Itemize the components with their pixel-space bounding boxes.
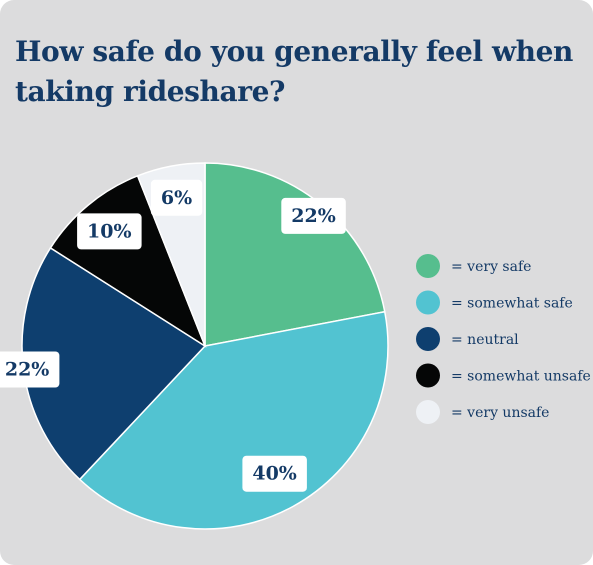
legend-swatch-neutral <box>416 327 440 351</box>
legend-item-very-unsafe: = very unsafe <box>416 400 549 424</box>
pie-slice-somewhat-safe <box>78 310 389 530</box>
legend-swatch-somewhat-unsafe <box>416 363 440 388</box>
pct-label-neutral: 22% <box>0 351 60 388</box>
pct-label-text-somewhat-unsafe: 10% <box>87 220 132 242</box>
pct-label-text-very-unsafe: 6% <box>161 187 192 209</box>
legend-label-very-unsafe: = very unsafe <box>451 405 549 421</box>
pct-label-somewhat-safe: 40% <box>242 455 307 492</box>
legend-item-somewhat-unsafe: = somewhat unsafe <box>416 363 591 388</box>
pct-label-very-unsafe: 6% <box>150 179 203 216</box>
pct-label-very-safe: 22% <box>281 197 346 234</box>
pct-label-box-very-safe <box>281 197 346 234</box>
legend-item-neutral: = neutral <box>416 327 519 351</box>
pct-label-somewhat-unsafe: 10% <box>77 213 142 250</box>
legend-swatch-very-unsafe <box>416 400 440 424</box>
legend-label-very-safe: = very safe <box>451 259 531 275</box>
pct-label-box-very-unsafe <box>150 179 203 216</box>
legend-label-neutral: = neutral <box>451 332 519 348</box>
pct-label-box-neutral <box>0 351 60 388</box>
legend-item-somewhat-safe: = somewhat safe <box>416 290 573 315</box>
pct-label-box-somewhat-safe <box>242 455 307 492</box>
pct-label-text-somewhat-safe: 40% <box>252 463 297 485</box>
legend-label-somewhat-unsafe: = somewhat unsafe <box>451 369 591 385</box>
pct-label-box-somewhat-unsafe <box>77 213 142 250</box>
legend-label-somewhat-safe: = somewhat safe <box>451 296 573 312</box>
legend-item-very-safe: = very safe <box>416 254 531 278</box>
legend-swatch-very-safe <box>416 254 440 278</box>
pct-label-text-neutral: 22% <box>5 359 50 381</box>
chart-title: How safe do you generally feel when taki… <box>15 35 573 108</box>
pct-label-text-very-safe: 22% <box>291 205 336 227</box>
legend-swatch-somewhat-safe <box>416 290 440 315</box>
